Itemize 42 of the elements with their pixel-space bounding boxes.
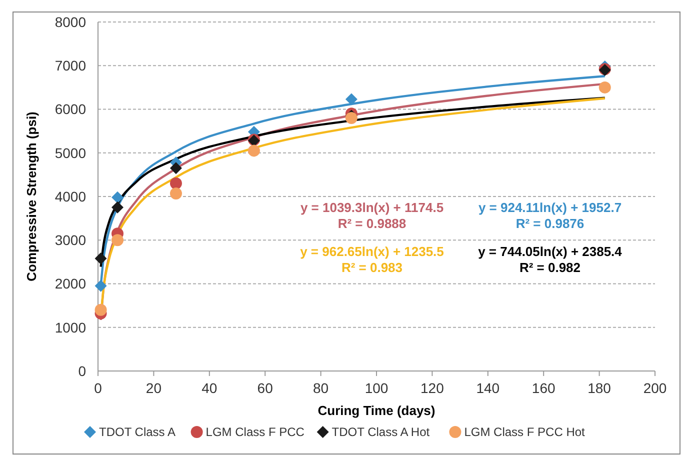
legend-label: LGM Class F PCC: [206, 425, 305, 439]
y-tick-label: 8000: [54, 14, 86, 30]
annotation: y = 744.05ln(x) + 2385.4 R² = 0.982: [478, 244, 623, 275]
y-tick-label: 2000: [54, 276, 86, 292]
x-tick-label: 200: [643, 380, 667, 396]
y-tick-label: 0: [78, 362, 86, 379]
point: [94, 280, 107, 292]
x-tick-label: 40: [202, 380, 218, 396]
legend-label: LGM Class F PCC Hot: [464, 425, 586, 439]
y-tick-label: 3000: [54, 232, 86, 248]
point: [94, 304, 107, 316]
annotation: y = 1039.3ln(x) + 1174.5 R² = 0.9888: [300, 200, 444, 231]
point: [111, 234, 124, 246]
annotation: y = 924.11ln(x) + 1952.7 R² = 0.9876: [478, 200, 622, 231]
x-tick-label: 140: [476, 380, 500, 396]
x-tick-label: 0: [94, 380, 102, 396]
point: [111, 201, 124, 214]
x-tick-label: 120: [420, 380, 444, 396]
y-tick-label: 1000: [54, 319, 86, 336]
x-tick-label: 100: [364, 380, 388, 396]
point: [170, 177, 182, 190]
point: [111, 191, 124, 204]
point: [248, 144, 260, 157]
x-tick-label: 160: [532, 380, 556, 396]
x-tick-label: 180: [588, 380, 612, 396]
legend-label: TDOT Class A Hot: [332, 425, 430, 439]
point: [170, 162, 182, 174]
point: [598, 81, 611, 94]
annotation: y = 962.65ln(x) + 1235.5 R² = 0.983: [300, 244, 444, 275]
x-tick-label: 60: [257, 380, 274, 396]
point: [170, 187, 182, 200]
point: [345, 93, 358, 106]
y-tick-label: 6000: [54, 101, 86, 118]
x-axis-title: Curing Time (days): [318, 403, 436, 418]
y-tick-label: 4000: [54, 188, 86, 204]
legend-label: TDOT Class A: [99, 425, 176, 439]
x-tick-label: 80: [313, 380, 329, 396]
y-tick-label: 5000: [54, 144, 86, 161]
y-axis-title: Compressive Strength (psi): [24, 112, 39, 282]
x-tick-label: 20: [146, 380, 162, 396]
y-tick-label: 7000: [54, 58, 86, 74]
point: [94, 252, 107, 264]
